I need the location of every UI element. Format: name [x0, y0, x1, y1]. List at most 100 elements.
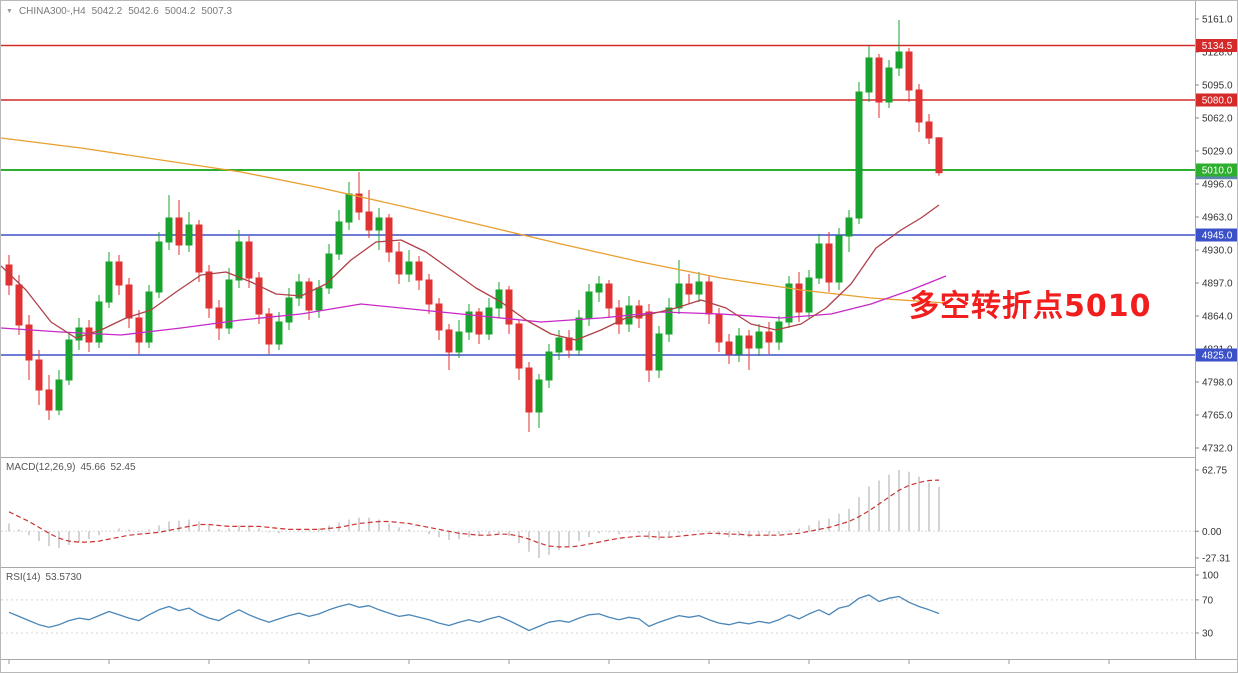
candle-body [425, 279, 433, 305]
axis-tick-label: 4996.0 [1202, 180, 1233, 191]
candle-body [695, 281, 703, 295]
level-price-tag [1196, 348, 1237, 362]
candle-body [705, 281, 713, 315]
axis-tick-label: 5161.0 [1202, 15, 1233, 26]
candle-body [435, 303, 443, 331]
candle-body [475, 311, 483, 335]
candle-body [855, 91, 863, 219]
candle-body [455, 331, 463, 353]
axis-tick-label: 4732.0 [1202, 444, 1233, 455]
candle-body [685, 283, 693, 295]
axis-tick-label: 5128.0 [1202, 48, 1233, 59]
price-scale[interactable] [1196, 1, 1238, 659]
candle-body [255, 277, 263, 315]
axis-tick-label: 0.00 [1202, 527, 1222, 538]
macd-signal-line [8, 479, 940, 548]
macd-main-value: 45.66 [80, 462, 106, 473]
candle-body [355, 193, 363, 213]
candle-body [605, 283, 613, 309]
candle-body [815, 243, 823, 279]
time-scale[interactable] [1, 660, 1238, 673]
level-price-tag-label: 5080.0 [1202, 96, 1233, 107]
candle-body [335, 221, 343, 255]
candle-body [875, 57, 883, 103]
candle-body [635, 305, 643, 319]
ma-medium-line [1, 275, 947, 336]
candle-body [225, 279, 233, 329]
candle-body [555, 337, 563, 353]
candle-body [835, 235, 843, 283]
axis-tick-label: 62.75 [1202, 466, 1227, 477]
candle-body [345, 193, 353, 223]
candle-body [915, 89, 923, 123]
candle-body [405, 261, 413, 275]
candle-body [265, 313, 273, 345]
axis-tick-label: 4963.0 [1202, 213, 1233, 224]
quote-open: 5042.2 [91, 6, 123, 17]
candle-body [745, 335, 753, 349]
candle-body [925, 121, 933, 139]
candle-body [935, 137, 943, 174]
candle-body [765, 331, 773, 343]
ma-fast-line [1, 204, 940, 341]
candle-body [845, 217, 853, 237]
axis-tick-label: 5095.0 [1202, 81, 1233, 92]
axis-tick-label: 4798.0 [1202, 378, 1233, 389]
candle-body [165, 217, 173, 243]
candle-body [775, 321, 783, 343]
candle-body [65, 339, 73, 381]
annotation-text[interactable]: 多空转折点5010 [909, 289, 1152, 324]
candle-body [45, 389, 53, 411]
candle-body [135, 317, 143, 343]
candle-body [235, 241, 243, 281]
candle-body [545, 351, 553, 381]
candle-body [75, 327, 83, 341]
candle-body [245, 241, 253, 279]
candle-body [525, 367, 533, 413]
candle-body [185, 224, 193, 246]
macd-name: MACD(12,26,9) [6, 462, 76, 473]
axis-tick-label: 5029.0 [1202, 147, 1233, 158]
candle-body [375, 217, 383, 231]
candle-body [865, 57, 873, 93]
candle-body [785, 283, 793, 323]
collapse-triangle-icon[interactable]: ▼ [6, 8, 13, 15]
candle-body [305, 281, 313, 311]
candle-body [145, 291, 153, 343]
candle-body [885, 67, 893, 103]
candle-body [275, 321, 283, 345]
ma-slow-line [1, 137, 947, 304]
candle-body [25, 324, 33, 361]
axis-tick-label: 5062.0 [1202, 114, 1233, 125]
axis-tick-label: 4765.0 [1202, 411, 1233, 422]
candle-body [125, 284, 133, 319]
candle-body [155, 241, 163, 293]
rsi-indicator-label: RSI(14) 53.5730 [6, 572, 82, 583]
candle-body [665, 307, 673, 335]
axis-tick-label: 4930.0 [1202, 246, 1233, 257]
level-price-tag-label: 4945.0 [1202, 231, 1233, 242]
candle-body [735, 335, 743, 355]
level-price-tag-label: 4825.0 [1202, 351, 1233, 362]
candle-body [205, 271, 213, 309]
candle-body [595, 283, 603, 293]
level-price-tag [1196, 93, 1237, 107]
candle-body [105, 261, 113, 303]
axis-tick-label: 100 [1202, 571, 1219, 582]
candle-body [315, 287, 323, 311]
candle-body [35, 359, 43, 391]
candle-body [895, 51, 903, 69]
candle-body [715, 313, 723, 343]
level-price-tag [1196, 228, 1237, 242]
candle-body [565, 337, 573, 351]
candle-body [295, 281, 303, 299]
level-price-tag-label: 5134.5 [1202, 41, 1233, 52]
level-price-tag [1196, 163, 1237, 177]
quote-low: 5004.2 [164, 6, 196, 17]
candle-body [645, 311, 653, 371]
macd-indicator-label: MACD(12,26,9) 45.66 52.45 [6, 462, 136, 473]
candle-body [655, 333, 663, 371]
rsi-value: 53.5730 [45, 572, 82, 583]
axis-tick-label: 4864.0 [1202, 312, 1233, 323]
